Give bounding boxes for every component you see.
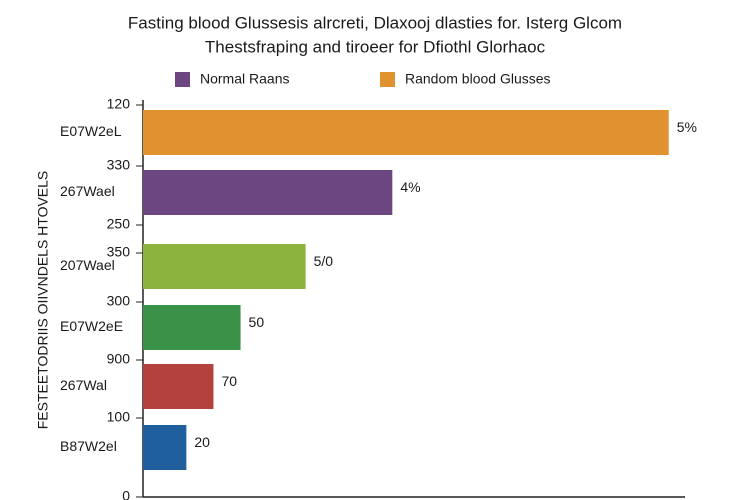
bar-label: 70	[221, 373, 237, 389]
legend-label: Random blood Glusses	[405, 71, 551, 87]
category-label: 267Wael	[60, 183, 115, 199]
bar	[143, 305, 241, 350]
axis-number: 120	[107, 96, 131, 112]
chart-subtitle: Thestsfraping and tiroeer for Dfiothl Gl…	[205, 37, 546, 56]
bar-label: 20	[194, 434, 210, 450]
bar-label: 50	[249, 314, 265, 330]
category-label: 207Wael	[60, 257, 115, 273]
bar	[143, 244, 306, 289]
bar	[143, 170, 393, 215]
chart-title: Fasting blood Glussesis alrcreti, Dlaxoo…	[128, 13, 622, 32]
legend-swatch	[175, 72, 190, 87]
bar-label: 5%	[677, 119, 697, 135]
category-label: 267Wal	[60, 377, 107, 393]
axis-number: 250	[107, 216, 131, 232]
category-label: B87W2el	[60, 438, 117, 454]
bar	[143, 110, 669, 155]
category-label: E07W2eE	[60, 318, 123, 334]
axis-number: 350	[107, 244, 131, 260]
bar-label: 5/0	[314, 253, 334, 269]
axis-number: 900	[107, 351, 131, 367]
axis-number: 0	[122, 488, 130, 500]
axis-number: 300	[107, 293, 131, 309]
legend-swatch	[380, 72, 395, 87]
bar-label: 4%	[400, 179, 420, 195]
bar	[143, 425, 187, 470]
y-axis-label: FESTEETODRIIS OIIVNDELS HTOVELS	[35, 171, 51, 430]
axis-number: 100	[107, 409, 131, 425]
legend-label: Normal Raans	[200, 71, 289, 87]
bar	[143, 364, 214, 409]
category-label: E07W2eL	[60, 123, 122, 139]
axis-number: 330	[107, 157, 131, 173]
